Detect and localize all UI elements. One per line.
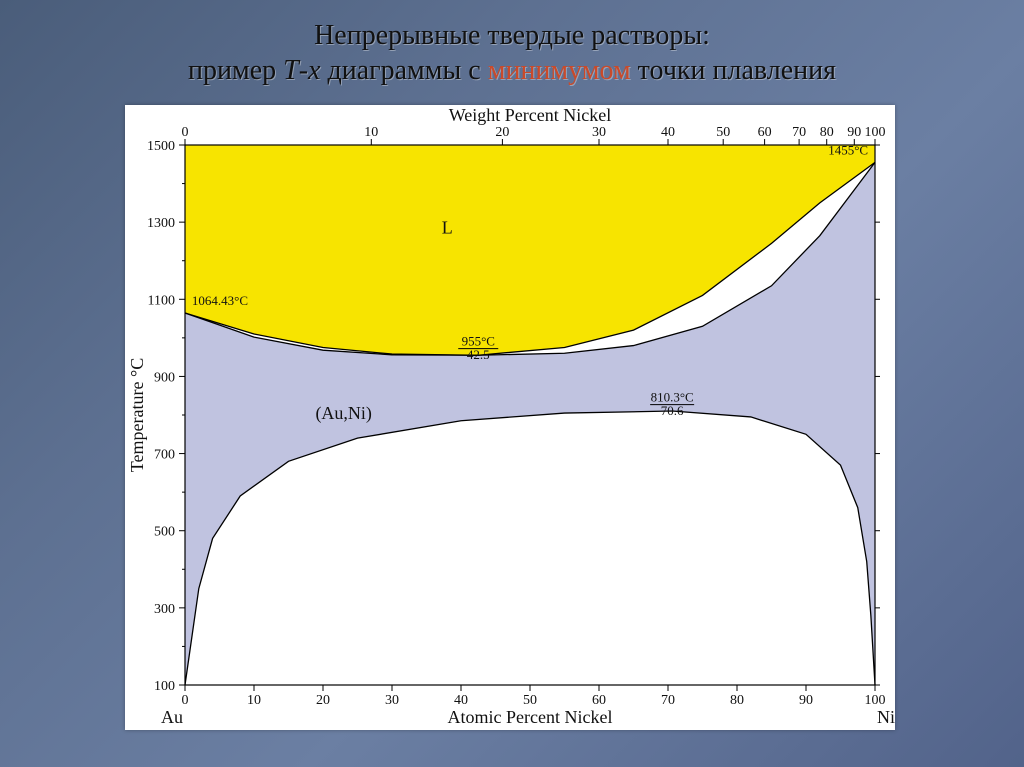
axis-label-top: Weight Percent Nickel	[449, 105, 612, 125]
title-line1: Непрерывные твердые растворы:	[314, 20, 710, 51]
title-line2-end: точки плавления	[631, 55, 836, 86]
x-tick-top-label: 100	[865, 125, 886, 140]
axis-end-right: Ni	[877, 707, 895, 727]
label-right-melt: 1455°C	[828, 143, 868, 158]
label-miscibility-x: 70.6	[661, 403, 684, 418]
axis-label-bottom: Atomic Percent Nickel	[448, 707, 613, 727]
x-tick-top-label: 90	[847, 125, 861, 140]
y-tick-label: 1500	[147, 139, 175, 154]
y-tick-label: 300	[154, 602, 175, 617]
x-tick-bottom-label: 100	[865, 693, 886, 708]
x-tick-top-label: 0	[182, 125, 189, 140]
axis-end-left: Au	[161, 707, 183, 727]
x-tick-bottom-label: 60	[592, 693, 606, 708]
x-tick-bottom-label: 30	[385, 693, 399, 708]
label-solid-solution: (Au,Ni)	[315, 403, 372, 424]
title-line2-prefix: пример	[188, 55, 283, 86]
y-tick-label: 500	[154, 525, 175, 540]
y-tick-label: 100	[154, 679, 175, 694]
x-tick-top-label: 80	[820, 125, 834, 140]
title-line2-mid: диаграммы с	[320, 55, 487, 86]
x-tick-top-label: 60	[758, 125, 772, 140]
diagram-svg: 1003005007009001100130015000102030405060…	[125, 105, 895, 730]
x-tick-top-label: 10	[364, 125, 378, 140]
phase-diagram-chart: 1003005007009001100130015000102030405060…	[125, 105, 895, 730]
x-tick-bottom-label: 0	[182, 693, 189, 708]
x-tick-top-label: 50	[716, 125, 730, 140]
title-line2-italic: Т-х	[283, 55, 320, 86]
y-tick-label: 700	[154, 448, 175, 463]
x-tick-bottom-label: 50	[523, 693, 537, 708]
label-liquid: L	[442, 218, 453, 238]
x-tick-bottom-label: 20	[316, 693, 330, 708]
x-tick-top-label: 30	[592, 125, 606, 140]
label-congruent-x: 42.5	[467, 347, 490, 362]
x-tick-top-label: 70	[792, 125, 806, 140]
x-tick-top-label: 20	[495, 125, 509, 140]
title-line2-accent: минимумом	[488, 55, 631, 86]
x-tick-bottom-label: 90	[799, 693, 813, 708]
x-tick-bottom-label: 40	[454, 693, 468, 708]
label-left-melt: 1064.43°C	[192, 293, 248, 308]
x-tick-bottom-label: 70	[661, 693, 675, 708]
x-tick-top-label: 40	[661, 125, 675, 140]
y-tick-label: 1100	[148, 293, 175, 308]
axis-label-left: Temperature °C	[127, 358, 147, 472]
slide-title: Непрерывные твердые растворы: пример Т-х…	[0, 18, 1024, 88]
y-tick-label: 900	[154, 370, 175, 385]
x-tick-bottom-label: 10	[247, 693, 261, 708]
x-tick-bottom-label: 80	[730, 693, 744, 708]
y-tick-label: 1300	[147, 216, 175, 231]
